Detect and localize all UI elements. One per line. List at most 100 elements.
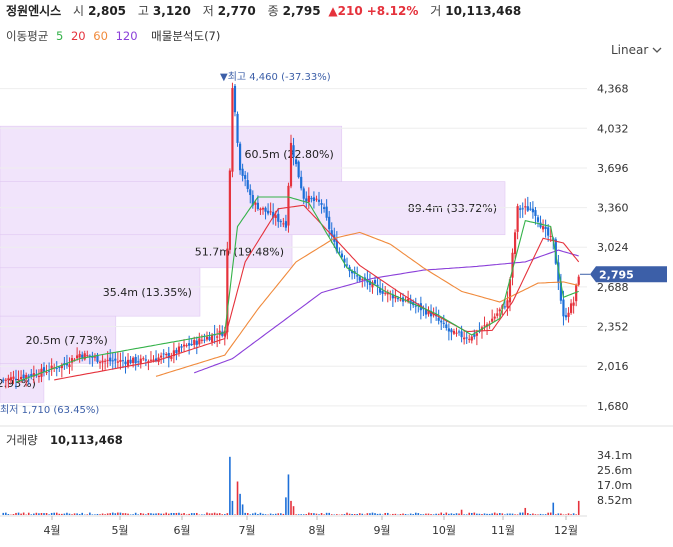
volume-bar [547,512,549,515]
volume-bar [246,513,249,515]
candle-body [114,358,117,361]
volume-bar [150,513,152,515]
volume-bar [114,513,117,515]
volume-bar [63,513,66,515]
candle-body [312,197,316,201]
ma5-line [15,196,579,383]
volume-bar [287,474,290,515]
volume-bar [341,514,343,515]
volume-profile-label: 89.4m (33.72%) [408,202,497,215]
candle-body [172,350,175,357]
candle-body [569,303,573,313]
candle-body [154,358,158,361]
x-tick-label: 6월 [173,524,190,537]
volume-bar [313,513,315,515]
volume-bar [532,513,534,515]
candle-body [249,189,252,195]
volume-bar [244,512,246,515]
candle-body [384,292,387,294]
candle-body [182,344,186,347]
volume-bar [180,513,183,515]
candle-body [7,378,10,381]
volume-bar [183,513,185,515]
candle-body [12,376,15,379]
volume-bar [460,509,463,515]
max-annotation: ▼최고 4,460 (-37.33%) [220,71,331,83]
volume-bar [27,512,30,515]
volume-bar [504,514,506,515]
volume-bar [208,513,211,515]
ma120-legend[interactable]: 120 [115,29,138,43]
volume-bar [241,504,244,515]
candle-body [534,210,537,217]
candle-body [111,360,114,362]
candle-body [142,358,145,360]
volume-bar [96,513,99,515]
volume-bar [379,513,381,515]
volume-bar [264,514,267,515]
candle-body [210,334,214,342]
x-tick-label: 5월 [111,524,128,537]
volume-bar [542,514,544,515]
volume-bar [420,514,422,515]
volume-bar [361,513,364,515]
volume-bar [178,512,180,515]
candle-body [361,279,364,281]
volume-bar [229,456,231,515]
candle-body [198,338,201,345]
x-tick-label: 9월 [373,524,390,537]
candle-body [126,359,130,366]
candle-body [238,143,242,171]
candle-body [42,367,46,372]
volume-bar [190,513,193,515]
volume-bar [463,514,465,515]
volume-bar [509,513,511,515]
volume-bar [302,514,305,515]
ma20-legend[interactable]: 20 [70,29,86,43]
volume-bar [399,513,402,515]
candle-body [261,208,265,210]
candle-body [376,284,379,287]
volume-bar [328,512,330,515]
scale-selector[interactable]: Linear [611,43,662,57]
candle-body [228,170,231,250]
volume-bar [20,513,22,515]
candle-body [96,354,99,362]
volume-value: 10,113,468 [445,4,522,18]
volume-bar [493,512,496,515]
ma5-legend[interactable]: 5 [55,29,64,43]
volume-bar [195,512,198,515]
candle-body [440,320,443,323]
candle-body [254,202,257,205]
candle-body [139,358,142,364]
scale-label: Linear [611,43,649,57]
volume-bar [465,514,468,515]
candle-body [241,168,244,176]
volume-bar [73,513,76,515]
y-tick-label: 2,352 [597,321,629,334]
ma60-legend[interactable]: 60 [93,29,108,43]
volume-bar [537,514,539,515]
candle-body [330,230,333,236]
candle-body [539,222,542,228]
volume-bar [223,514,226,515]
volume-bar [38,513,40,515]
volume-bar [132,514,134,515]
candle-body [429,310,433,317]
volume-bar [478,513,481,515]
volume-profile-label: 35.4m (13.35%) [103,286,192,299]
candle-body [109,357,112,362]
volume-bar [157,513,160,515]
stock-name: 정원엔시스 [6,4,62,18]
candle-body [106,359,109,361]
change-pct: +8.12% [366,4,419,18]
volume-bar [206,512,208,515]
volume-bar [374,513,376,515]
candle-body [58,366,61,368]
volume-profile-legend[interactable]: 매물분석도(7) [151,29,221,43]
candle-body [320,202,323,205]
volume-bar [432,514,435,515]
volume-bar [506,513,509,515]
candle-body [521,208,524,210]
